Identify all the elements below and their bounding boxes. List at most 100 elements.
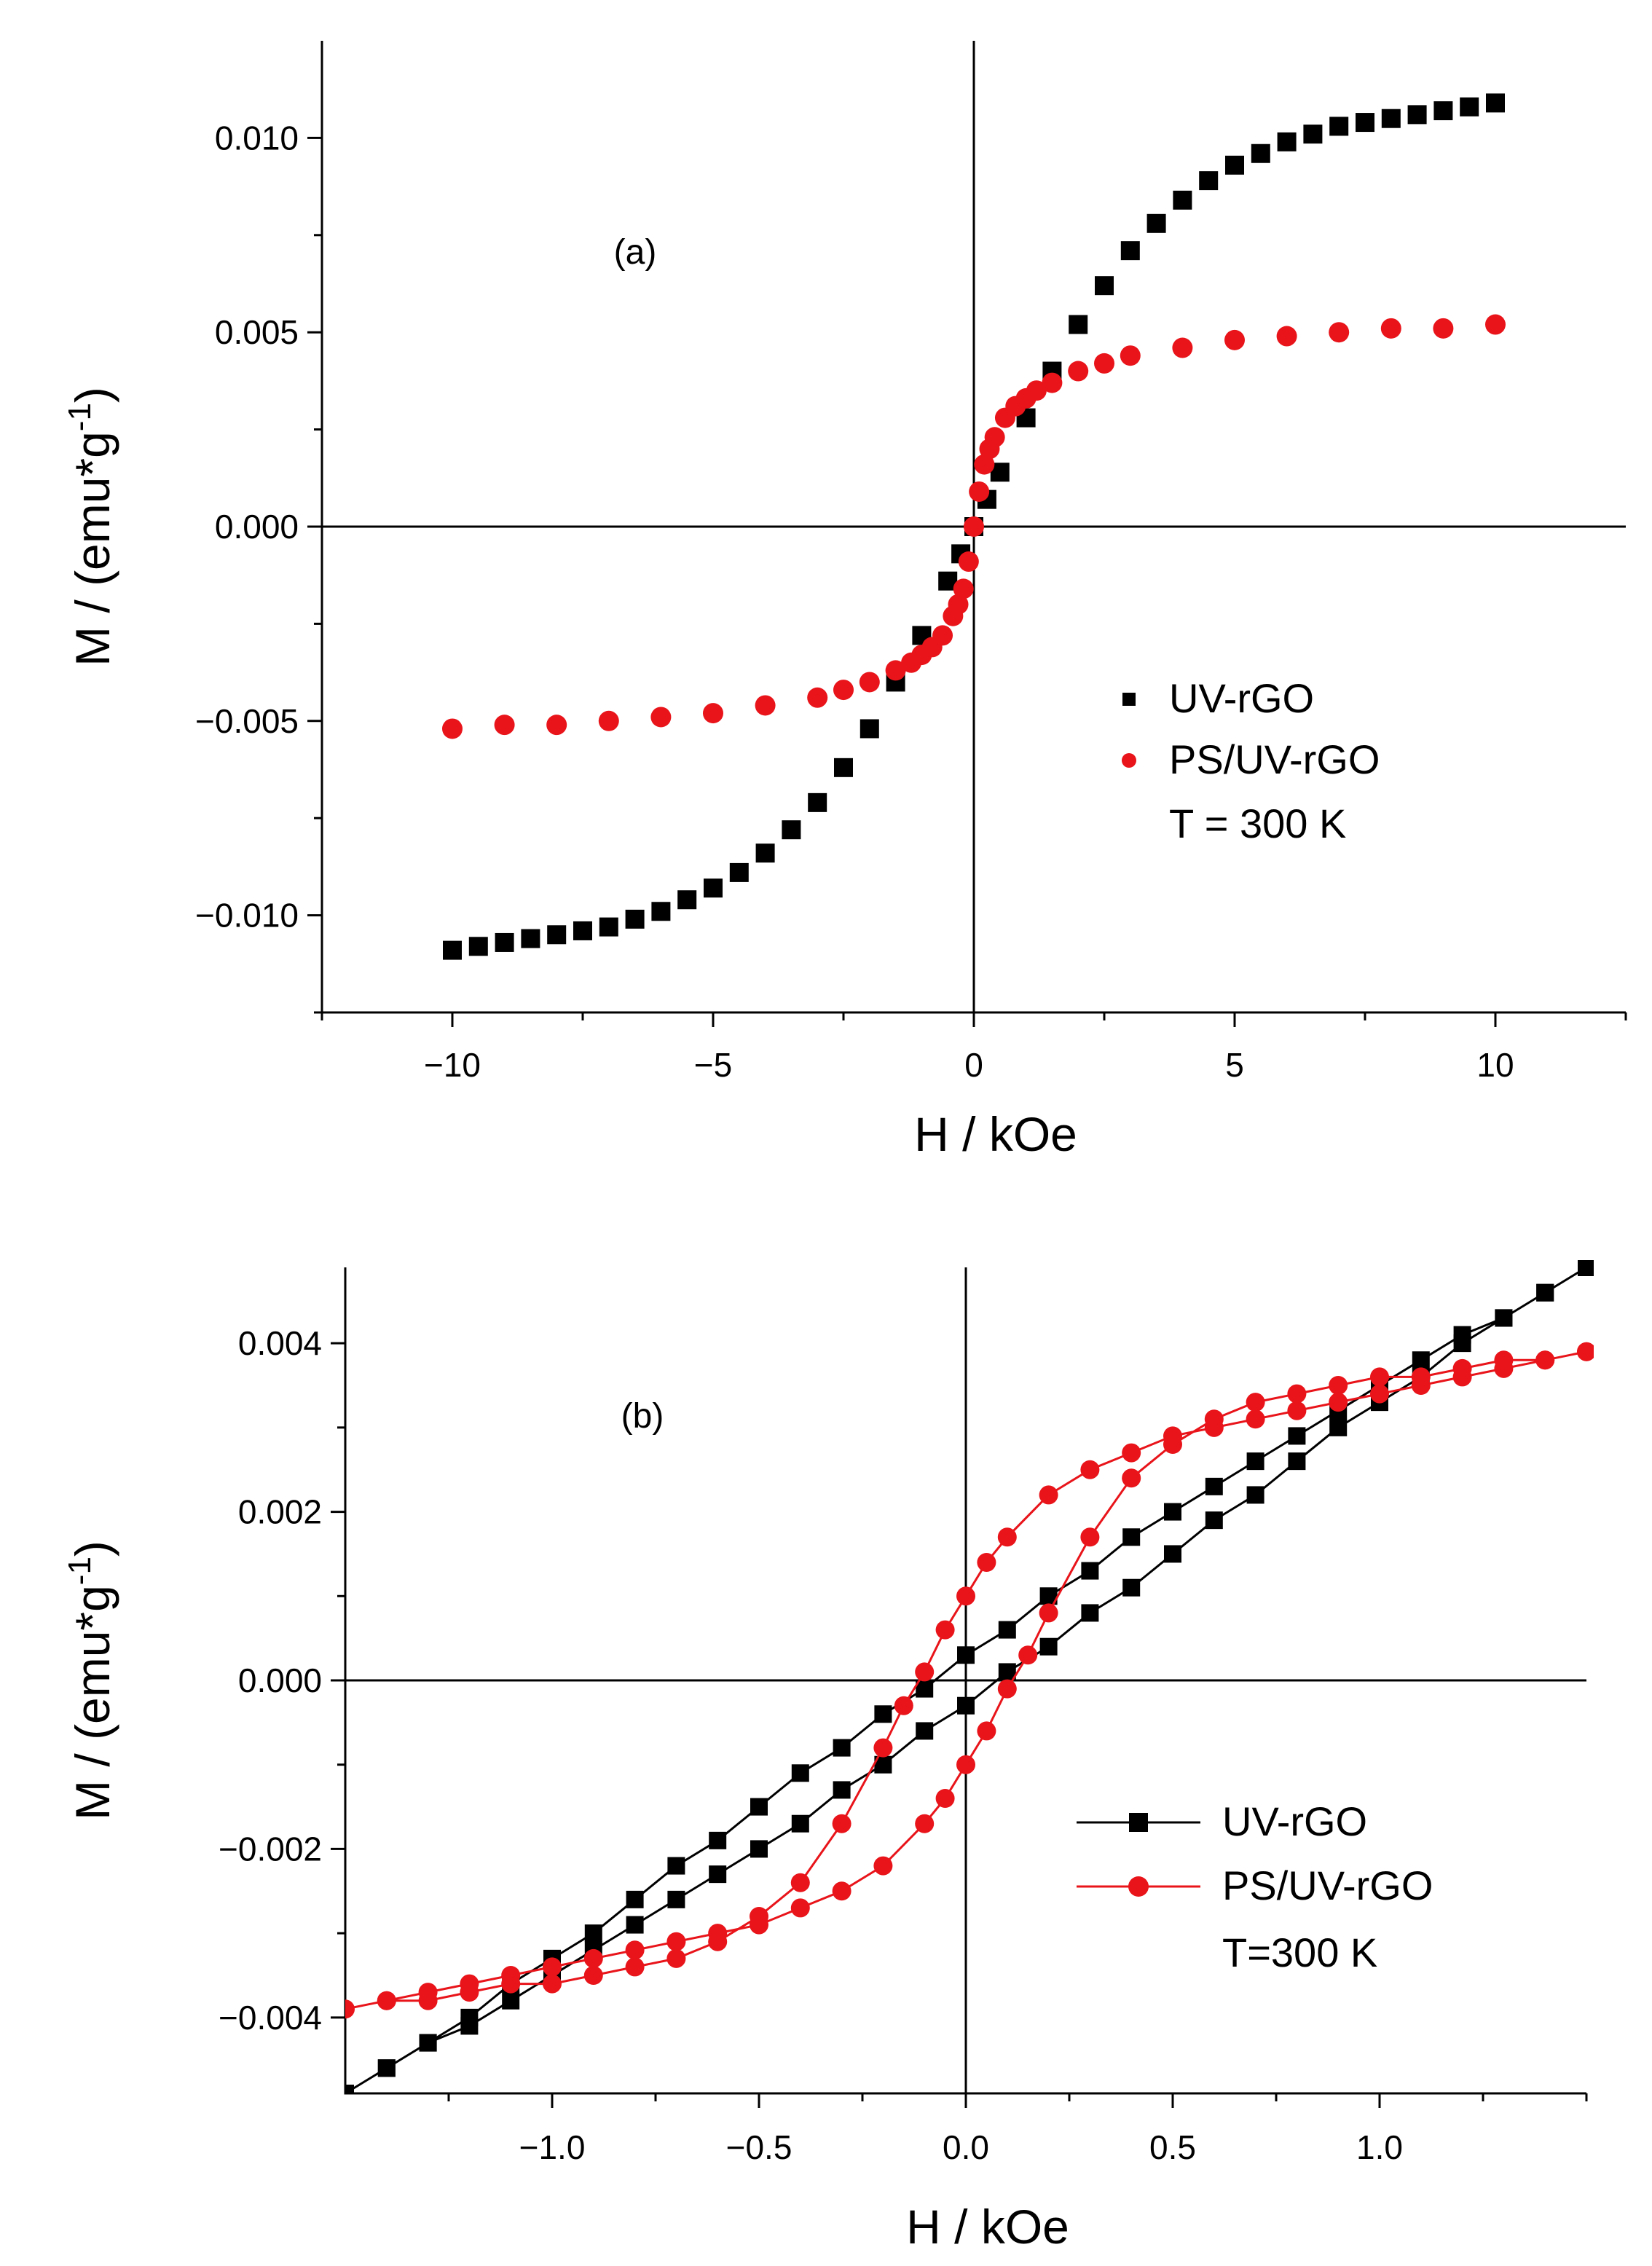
data-point	[443, 940, 462, 960]
series-uv-rgo	[345, 1260, 1594, 2093]
y-tick-label: −0.004	[219, 1999, 322, 2037]
x-tick-label: 1.0	[1356, 2128, 1403, 2166]
legend-label: UV-rGO	[1169, 675, 1314, 721]
data-point	[1122, 1528, 1141, 1546]
data-point	[1164, 1503, 1181, 1521]
data-point	[583, 1966, 603, 1985]
data-point	[1578, 1260, 1594, 1276]
y-tick-label: −0.005	[195, 702, 299, 740]
data-point	[1173, 190, 1192, 210]
y-tick-label: −0.010	[195, 897, 299, 935]
data-point	[1381, 109, 1401, 128]
data-point	[1026, 380, 1047, 401]
legend-marker	[1122, 693, 1136, 706]
legend-note: T = 300 K	[1169, 800, 1346, 846]
data-point	[1329, 322, 1350, 343]
data-point	[626, 1916, 644, 1934]
data-point	[1081, 1562, 1099, 1580]
data-point	[977, 1553, 996, 1572]
series-ps-uv-rgo	[442, 314, 1506, 739]
data-point	[1080, 1460, 1100, 1479]
data-point	[1224, 329, 1245, 350]
data-point	[543, 1974, 562, 1994]
chart-panel-b: −1.0 −0.5 0.0 0.5 1.0 0.004 0.002 0.000 −0.002 −0…	[62, 1260, 1594, 2254]
x-tick-label: 0	[964, 1046, 983, 1084]
data-point	[808, 792, 827, 812]
data-point	[1370, 1384, 1389, 1404]
data-point	[750, 1840, 768, 1858]
data-point	[418, 1983, 438, 2002]
data-point	[1080, 1527, 1100, 1547]
data-point	[1246, 1452, 1264, 1471]
data-point	[832, 1881, 851, 1901]
data-point	[547, 925, 567, 945]
data-point	[584, 1924, 602, 1943]
data-point	[1287, 1401, 1307, 1420]
data-point	[1411, 1367, 1431, 1387]
data-point	[1407, 105, 1427, 125]
data-point	[874, 1705, 892, 1723]
data-point	[915, 1662, 935, 1682]
data-point	[666, 1948, 686, 1968]
data-point	[460, 1974, 479, 1994]
x-tick-label: 0.5	[1149, 2128, 1196, 2166]
data-point	[1277, 132, 1297, 152]
data-point	[1042, 372, 1063, 393]
data-point	[782, 820, 801, 840]
data-point	[791, 1764, 809, 1782]
data-point	[1356, 113, 1374, 133]
data-point	[974, 454, 995, 475]
data-point	[502, 1991, 520, 2010]
y-tick-label: 0.002	[238, 1493, 322, 1531]
data-point	[750, 1915, 768, 1935]
data-point	[1246, 1486, 1264, 1504]
data-point	[377, 1991, 396, 2010]
data-point	[1205, 1511, 1223, 1530]
x-tick-label: 0.0	[943, 2128, 989, 2166]
data-point	[969, 481, 990, 502]
data-point	[957, 1696, 975, 1715]
data-point	[833, 1739, 851, 1757]
y-tick-label: 0.004	[238, 1324, 322, 1362]
data-point	[915, 1814, 935, 1833]
data-point	[834, 758, 853, 777]
data-point	[1433, 318, 1454, 339]
data-point	[997, 1679, 1017, 1699]
data-point	[1370, 1367, 1389, 1387]
legend-marker	[1128, 1876, 1149, 1897]
y-tick-label: −0.002	[219, 1830, 322, 1868]
x-tick-label: −1.0	[519, 2128, 586, 2166]
data-point	[1039, 1485, 1058, 1505]
data-point	[1276, 326, 1297, 347]
data-point	[1205, 1477, 1223, 1495]
data-point	[598, 710, 619, 731]
data-point	[957, 1646, 975, 1664]
data-point	[932, 625, 953, 646]
data-point	[1329, 1418, 1348, 1436]
data-point	[468, 937, 488, 956]
data-point	[494, 715, 515, 736]
data-point	[1246, 1393, 1265, 1412]
data-point	[873, 1856, 893, 1876]
data-point	[1146, 213, 1166, 233]
data-point	[916, 1722, 934, 1740]
data-point	[1039, 1637, 1058, 1656]
data-point	[1164, 1545, 1181, 1563]
data-point	[832, 1814, 851, 1833]
data-point	[1094, 353, 1114, 374]
y-axis-title: M / (emu*g-1)	[62, 387, 119, 666]
data-point	[709, 1865, 727, 1884]
data-point	[543, 1957, 562, 1977]
data-point	[501, 1966, 521, 1985]
y-tick-label: 0.005	[215, 313, 299, 351]
data-point	[626, 1890, 644, 1908]
data-point	[1329, 117, 1349, 136]
data-point	[583, 1948, 603, 1968]
data-point	[625, 1940, 645, 1960]
data-point	[1246, 1409, 1265, 1429]
data-point	[984, 427, 1005, 448]
data-point	[1460, 97, 1479, 117]
data-point	[1433, 101, 1453, 121]
data-point	[1199, 171, 1219, 191]
